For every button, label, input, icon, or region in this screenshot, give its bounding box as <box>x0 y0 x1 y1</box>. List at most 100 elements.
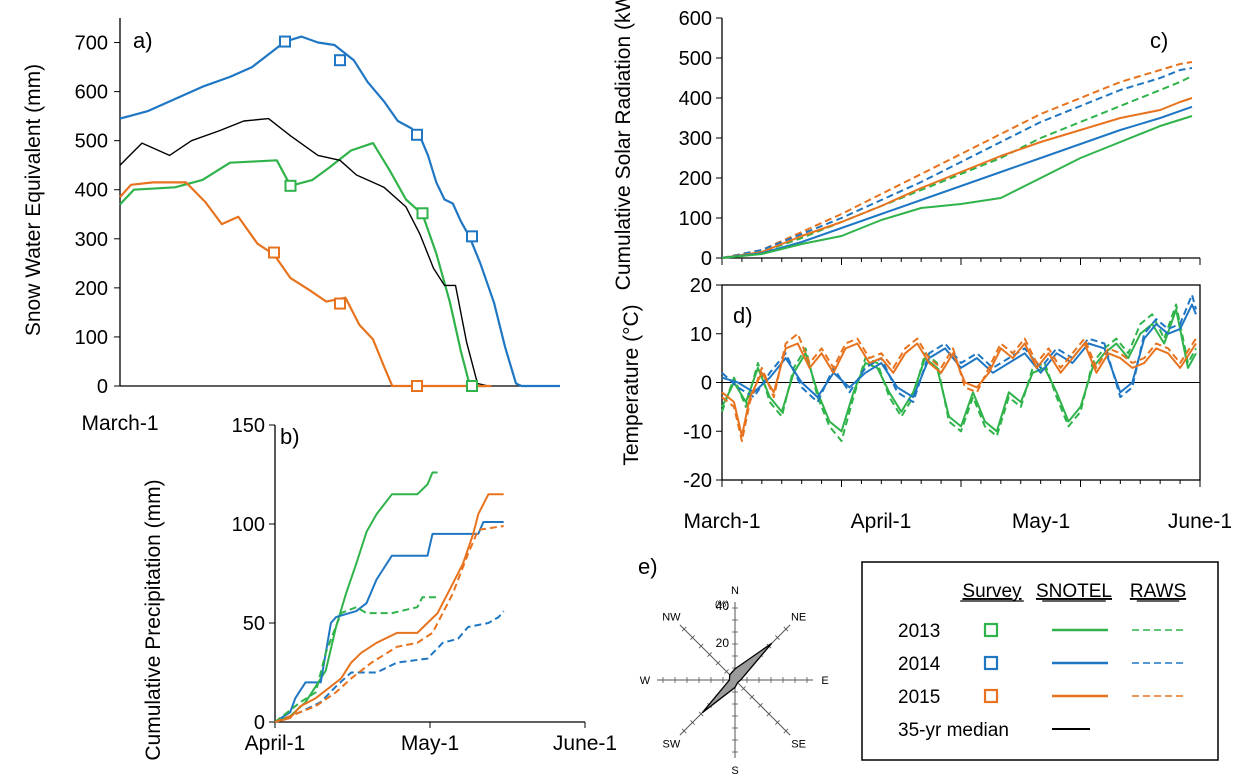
panel-e-spoke-tick <box>698 643 704 649</box>
panel-b-y-tick-label: 0 <box>254 712 265 734</box>
panel-e-spoke-SE <box>734 679 791 736</box>
panel-a-y-label: Snow Water Equivalent (mm) <box>22 64 45 336</box>
panel-b-y-label-line1: Cumulative Precipitation (mm) <box>142 479 165 760</box>
panel-e-spoke-tick <box>724 669 729 674</box>
panel-c-series-2014-raws <box>721 67 1193 259</box>
panel-e-ring-label: 40 <box>716 599 730 613</box>
panel-a-y-tick-label: 400 <box>75 180 108 202</box>
panel-e-spoke-tick <box>698 711 704 717</box>
panel-a-series-2014 <box>119 35 560 388</box>
panel-c-solar-chart: 0 100 200 300 400 500 600 c) Cumulative Solar … <box>612 0 1201 290</box>
panel-e-spoke-tick <box>715 660 721 666</box>
panel-a-survey-marker-2013 <box>284 179 297 192</box>
panel-e-spoke-tick <box>741 686 746 691</box>
panel-e-spoke-tick <box>783 626 789 632</box>
legend-box <box>861 561 1219 761</box>
panel-d-series-2013-raws <box>721 303 1197 442</box>
panel-e-spoke-tick <box>766 711 772 717</box>
legend-header-raws: RAWS <box>1130 581 1186 602</box>
panel-d-x-tick-label: May-1 <box>1012 510 1070 533</box>
panel-e-dir-label-SE: SE <box>791 739 806 751</box>
panel-a-x-tick-label: March-1 <box>81 412 158 435</box>
legend: Survey SNOTEL RAWS 2013 2014 2015 35-yr median <box>861 561 1219 761</box>
panel-b-series-2014-raws <box>274 610 505 723</box>
panel-e-unit-label: (%) <box>715 599 729 609</box>
panel-d-series-2015-snotel <box>721 342 1197 438</box>
panel-b-y-tick-label: 150 <box>232 415 265 437</box>
panel-d-y-label: Temperature (°C) <box>620 304 643 465</box>
panel-a-y-tick-label: 500 <box>75 131 108 153</box>
panel-a-label: a) <box>133 28 153 53</box>
panel-d-series-2013-snotel <box>721 308 1197 433</box>
panel-b-y-tick-label: 50 <box>243 613 265 635</box>
panel-c-y-tick-label: 400 <box>679 88 712 110</box>
panel-e-dir-label-W: W <box>640 675 651 687</box>
panel-d-label: d) <box>733 303 753 328</box>
panel-c-y-tick-label: 100 <box>679 208 712 230</box>
legend-year-2015: 2015 <box>898 687 940 708</box>
panel-c-y-tick-label: 300 <box>679 128 712 150</box>
panel-e-wind-polygon <box>701 642 773 714</box>
panel-e-dir-label-S: S <box>731 765 738 776</box>
panel-c-y-tick-label: 200 <box>679 168 712 190</box>
panel-e-wind-rose: e) N NE E SE S SW W NW 20 40(%) <box>638 554 829 776</box>
panel-a-y-tick-label: 200 <box>75 278 108 300</box>
panel-e-dir-label-SW: SW <box>662 739 680 751</box>
legend-year-2013: 2013 <box>898 621 940 642</box>
panel-e-dir-label-E: E <box>821 675 828 687</box>
panel-a-survey-marker-2013 <box>416 207 429 220</box>
panel-a-survey-marker-2015 <box>411 380 423 392</box>
legend-header-survey: Survey <box>962 581 1022 602</box>
panel-d-y-tick-label: -20 <box>683 470 712 492</box>
panel-e-spoke-tick <box>690 635 695 640</box>
panel-a-y-tick-label: 100 <box>75 327 108 349</box>
panel-b-series-2015-snotel <box>274 493 504 723</box>
panel-b-x-tick-label: June-1 <box>553 732 617 755</box>
panel-c-y-tick-label: 500 <box>679 48 712 70</box>
panel-e-spoke-tick <box>681 728 687 734</box>
panel-d-y-tick-label: 20 <box>690 275 712 297</box>
panel-e-spoke-NW <box>679 624 736 681</box>
panel-a-survey-marker-2014 <box>334 54 346 67</box>
panel-e-ring-label: 20 <box>716 636 730 650</box>
panel-e-spoke-tick <box>707 652 712 657</box>
panel-e-spoke-tick <box>681 626 687 632</box>
panel-a-series-35-yr-median <box>119 117 489 387</box>
panel-b-y-tick-label: 100 <box>232 514 265 536</box>
panel-d-x-tick-label: March-1 <box>683 510 760 533</box>
panel-c-label: c) <box>1150 28 1168 53</box>
panel-a-swe-chart: 0 100 200 300 400 500 600 700 a) Snow Water Equ… <box>22 18 560 435</box>
panel-b-x-tick-label: April-1 <box>245 732 306 755</box>
panel-b-series-2013-raws <box>274 596 438 723</box>
panel-b-precip-chart: 0 50 100 150 April-1 May-1 June-1 b) Cumulativ… <box>142 415 617 761</box>
panel-c-series-2015-raws <box>721 61 1193 259</box>
panel-a-y-tick-label: 600 <box>75 82 108 104</box>
panel-e-spoke-tick <box>775 720 780 725</box>
panel-a-survey-marker-2015 <box>334 297 346 310</box>
panel-e-spoke-tick <box>749 694 755 700</box>
panel-d-series-2014-raws <box>721 293 1197 403</box>
panel-a-survey-marker-2015 <box>268 246 280 259</box>
panel-c-series-2014-snotel <box>721 105 1193 259</box>
legend-survey-marker-2015 <box>983 688 999 704</box>
panel-c-series-2013-snotel <box>721 115 1193 259</box>
panel-a-y-tick-label: 700 <box>75 33 108 55</box>
legend-survey-marker-2013 <box>983 622 999 638</box>
panel-d-series-2015-raws <box>721 332 1197 442</box>
legend-year-2014: 2014 <box>898 654 941 675</box>
panel-c-series-2013-raws <box>721 75 1193 259</box>
panel-b-label: b) <box>280 424 300 449</box>
panel-c-y-tick-label: 0 <box>701 248 712 270</box>
panel-a-survey-marker-2014 <box>466 230 478 243</box>
panel-a-survey-marker-2014 <box>411 128 423 141</box>
panel-c-series-2015-snotel <box>721 97 1193 259</box>
panel-c-y-label: Cumulative Solar Radiation (kW) <box>612 0 635 290</box>
legend-median-label: 35-yr median <box>898 720 1009 741</box>
panel-e-spoke-tick <box>783 728 789 734</box>
legend-header-snotel: SNOTEL <box>1036 581 1112 602</box>
panel-e-spoke-tick <box>758 703 763 708</box>
panel-d-y-tick-label: 10 <box>690 324 712 346</box>
panel-b-x-tick-label: May-1 <box>401 732 459 755</box>
legend-survey-marker-2014 <box>983 655 999 671</box>
